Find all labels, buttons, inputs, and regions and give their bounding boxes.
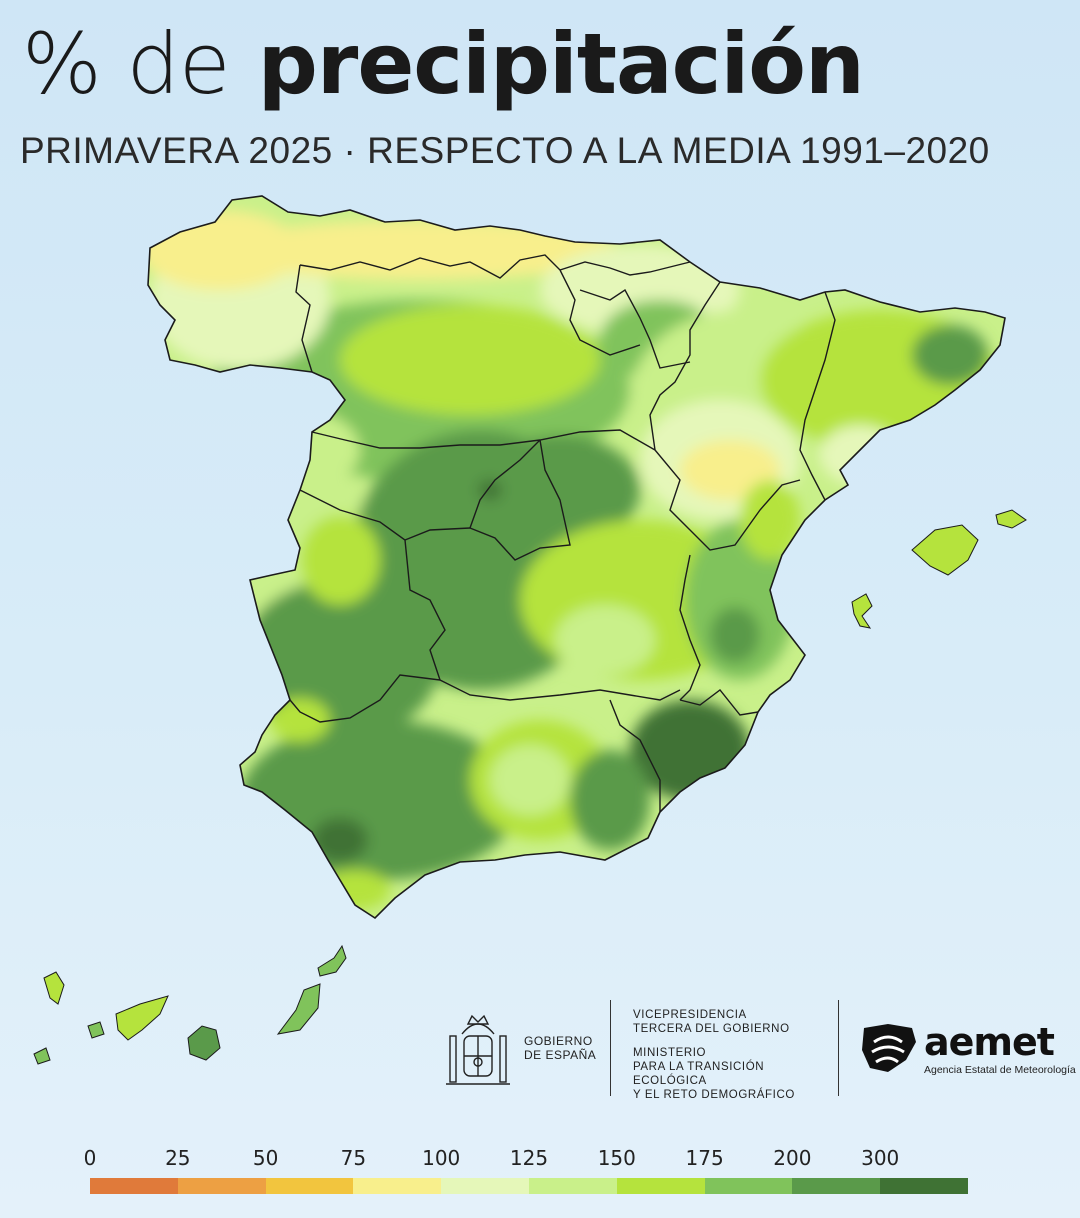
legend-swatch <box>792 1178 881 1194</box>
canary-islands <box>33 944 347 1065</box>
legend-swatch <box>90 1178 178 1194</box>
legend-tick-label: 150 <box>597 1146 636 1170</box>
legend-tick-label: 100 <box>422 1146 461 1170</box>
aemet-wordmark: aemet <box>924 1020 1055 1064</box>
legend-tick-label: 300 <box>861 1146 900 1170</box>
legend-tick-label: 75 <box>340 1146 367 1170</box>
logo-separator <box>610 1000 611 1096</box>
logo-separator <box>838 1000 839 1096</box>
legend-swatch <box>353 1178 442 1194</box>
legend-swatch <box>880 1178 968 1194</box>
legend-tick-label: 0 <box>83 1146 97 1170</box>
vice-line-1: VICEPRESIDENCIA <box>633 1009 747 1021</box>
ministerio-line-3: Y EL RETO DEMOGRÁFICO <box>633 1089 795 1101</box>
aemet-logo: aemet Agencia Estatal de Meteorología <box>858 1016 1076 1086</box>
legend-swatch <box>177 1178 266 1194</box>
legend-tick-label: 175 <box>685 1146 724 1170</box>
aemet-logo-icon <box>862 1024 916 1072</box>
legend-tick-label: 200 <box>773 1146 812 1170</box>
legend-tick-label: 25 <box>165 1146 191 1170</box>
legend-swatch <box>704 1178 793 1194</box>
gobierno-text: GOBIERNO DE ESPAÑA <box>524 1034 596 1062</box>
legend-swatch <box>441 1178 529 1194</box>
legend-swatch <box>616 1178 705 1194</box>
title-prefix: % de <box>22 15 231 113</box>
legend-tick-label: 125 <box>509 1146 549 1170</box>
logos-bar: GOBIERNO DE ESPAÑA VICEPRESIDENCIA TERCE… <box>438 1000 1076 1102</box>
gobierno-line-1: GOBIERNO <box>524 1034 593 1048</box>
gobierno-line-2: DE ESPAÑA <box>524 1048 597 1062</box>
ministry-text: VICEPRESIDENCIA TERCERA DEL GOBIERNO MIN… <box>633 1008 838 1102</box>
region-borders <box>289 254 836 812</box>
vice-line-2: TERCERA DEL GOBIERNO <box>633 1023 790 1035</box>
legend-swatch <box>528 1178 617 1194</box>
legend-swatch <box>265 1178 354 1194</box>
legend-tick-label: 50 <box>252 1146 279 1170</box>
map-subtitle: PRIMAVERA 2025 · RESPECTO A LA MEDIA 199… <box>20 130 990 171</box>
peninsula-fill <box>148 196 1005 918</box>
balearic-islands <box>851 509 1027 629</box>
legend-swatches <box>90 1178 968 1194</box>
coat-of-arms-icon <box>446 1014 510 1085</box>
map-title: % de precipitación <box>22 14 865 114</box>
title-main: precipitación <box>257 15 865 113</box>
legend: 0 25 50 75 100 125 150 175 200 300 <box>84 1140 968 1200</box>
ministerio-line-2: PARA LA TRANSICIÓN ECOLÓGICA <box>633 1061 765 1087</box>
aemet-subtitle: Agencia Estatal de Meteorología <box>924 1064 1076 1076</box>
ministerio-line-1: MINISTERIO <box>633 1047 707 1059</box>
